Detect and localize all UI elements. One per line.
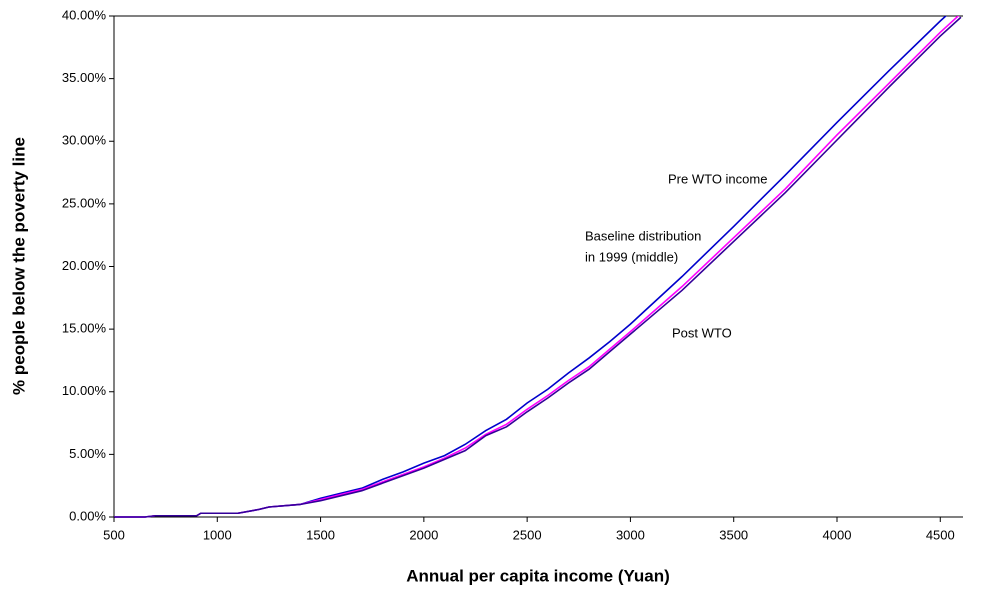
x-tick-label: 4500 (926, 527, 955, 542)
x-tick-label: 4000 (823, 527, 852, 542)
series-line (114, 16, 962, 518)
y-tick-label: 0.00% (69, 508, 106, 523)
series-line (114, 16, 947, 518)
y-axis-title: % people below the poverty line (9, 137, 28, 395)
y-tick-label: 40.00% (62, 7, 107, 22)
x-tick-label: 500 (103, 527, 125, 542)
annotation: Pre WTO income (668, 171, 767, 186)
plot-area (114, 16, 962, 518)
y-tick-label: 10.00% (62, 383, 107, 398)
y-tick-label: 20.00% (62, 258, 107, 273)
x-tick-label: 1500 (306, 527, 335, 542)
y-tick-label: 5.00% (69, 446, 106, 461)
x-axis-title: Annual per capita income (Yuan) (406, 566, 670, 585)
x-tick-label: 2500 (513, 527, 542, 542)
series-line (114, 16, 960, 518)
x-tick-label: 2000 (409, 527, 438, 542)
y-tick-label: 30.00% (62, 133, 107, 148)
annotation: Baseline distribution (585, 228, 701, 243)
y-tick-label: 15.00% (62, 321, 107, 336)
y-tick-label: 25.00% (62, 195, 107, 210)
y-tick-label: 35.00% (62, 70, 107, 85)
annotation: Post WTO (672, 325, 732, 340)
x-tick-label: 1000 (203, 527, 232, 542)
annotation: in 1999 (middle) (585, 249, 678, 264)
x-tick-label: 3500 (719, 527, 748, 542)
x-tick-label: 3000 (616, 527, 645, 542)
